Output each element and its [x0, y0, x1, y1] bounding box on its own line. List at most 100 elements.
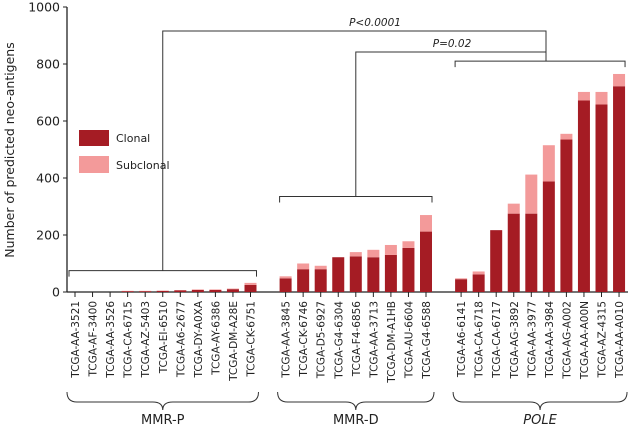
y-tick-label: 400 [36, 171, 60, 186]
bar-subclonal [209, 289, 222, 291]
p-value-mmrp-vs-pole: P<0.0001 [349, 17, 401, 29]
x-tick-label: TCGA-AF-3400 [88, 301, 100, 378]
bar-clonal [490, 230, 503, 292]
bar-clonal [542, 181, 555, 292]
x-tick-labels: TCGA-AA-3521 TCGA-AF-3400 TCGA-AA-3526 TCGA… [70, 300, 626, 384]
p-value-mmrd-vs-pole: P=0.02 [433, 38, 472, 50]
x-tick-label: TCGA-AU-6604 [403, 301, 415, 379]
x-tick-label: TCGA-AA-3977 [526, 301, 538, 379]
bar-clonal [174, 290, 187, 292]
y-tick-label: 600 [36, 114, 60, 129]
bar-subclonal [525, 174, 538, 214]
bar-clonal [455, 279, 468, 292]
legend-swatch-subclonal [79, 156, 109, 173]
x-tick-label: TCGA-G4-6304 [333, 301, 345, 380]
x-tick-label: TCGA-AA-3521 [70, 301, 82, 379]
bar-subclonal [507, 203, 520, 214]
y-axis-label: Number of predicted neo-antigens [2, 42, 17, 258]
bar-clonal [191, 290, 204, 292]
legend: Clonal Subclonal [79, 130, 170, 173]
bar-clonal [139, 291, 152, 292]
bar-clonal [209, 290, 222, 292]
group-brace [66, 391, 259, 411]
bar-subclonal [420, 215, 432, 232]
x-tick-label: TCGA-AZ-4315 [597, 301, 609, 378]
bar-subclonal [595, 91, 608, 105]
group-label: MMR-P [141, 413, 185, 426]
x-tick-label: TCGA-A6-6141 [456, 301, 468, 378]
bar-clonal [297, 269, 310, 292]
bar-subclonal [191, 289, 204, 291]
bar-subclonal [384, 244, 397, 255]
group-label: MMR-D [333, 413, 379, 426]
bar-subclonal [613, 73, 626, 87]
bar-subclonal [472, 271, 485, 275]
x-tick-label: TCGA-AA-A00N [579, 301, 591, 380]
bar-subclonal [314, 265, 327, 270]
bar-subclonal [297, 263, 310, 270]
bar-subclonal [455, 278, 468, 280]
y-tick-label: 800 [36, 57, 60, 72]
y-axis: 0 200 400 600 800 1000 [28, 0, 628, 300]
y-tick-label: 0 [52, 285, 60, 300]
bar-clonal [613, 86, 626, 292]
bar-clonal [314, 269, 327, 292]
x-tick-label: TCGA-AA-3713 [368, 301, 380, 379]
x-tick-label: TCGA-AA-3845 [281, 301, 293, 379]
bracket-mmrp-vs-pole [162, 30, 547, 271]
bar-clonal [384, 254, 397, 292]
x-tick-label: TCGA-CA-6715 [123, 301, 135, 379]
x-tick-label: TCGA-AA-3984 [544, 301, 556, 379]
bar-clonal [244, 284, 257, 292]
group-labels: MMR-P MMR-D POLE [66, 391, 628, 426]
significance-brackets [68, 30, 626, 277]
group-brace [452, 391, 628, 411]
bracket-mmrd-vs-pole [355, 51, 546, 197]
bar-clonal [507, 213, 520, 292]
x-tick-label: TCGA-AG-A002 [561, 301, 573, 380]
x-tick-label: TCGA-AA-A010 [614, 301, 626, 379]
group-bracket [68, 270, 257, 277]
bar-subclonal [367, 249, 380, 258]
bar-clonal [402, 247, 415, 292]
bar-subclonal [226, 288, 239, 290]
bars [74, 73, 626, 297]
x-tick-label: TCGA-CA-6718 [474, 301, 486, 379]
group-bracket [454, 60, 626, 68]
x-tick-label: TCGA-CA-6717 [491, 301, 503, 379]
bar-clonal [121, 291, 134, 292]
x-tick-label: TCGA-DY-A0XA [193, 300, 205, 378]
bar-clonal [349, 256, 362, 292]
bar-clonal [525, 213, 538, 292]
bar-clonal [156, 290, 169, 292]
bar-clonal [472, 274, 485, 292]
bar-clonal [560, 139, 573, 292]
bar-subclonal [349, 252, 362, 257]
x-tick-label: TCGA-A6-2677 [175, 301, 187, 378]
legend-swatch-clonal [79, 130, 109, 146]
x-tick-label: TCGA-AY-6386 [210, 301, 222, 376]
x-tick-label: TCGA-AZ-5403 [140, 301, 152, 378]
group-bracket [279, 196, 433, 203]
x-tick-label: TCGA-D5-6927 [316, 301, 328, 379]
x-tick-label: TCGA-AG-3892 [509, 301, 521, 379]
x-tick-label: TCGA-CK-6751 [246, 301, 258, 378]
x-tick-label: TCGA-CK-6746 [298, 301, 310, 378]
x-tick-label: TCGA-G4-6588 [421, 301, 433, 380]
y-tick-label: 200 [36, 228, 60, 243]
x-tick-label: TCGA-F4-6856 [351, 301, 363, 378]
bar-clonal [279, 278, 292, 292]
bar-subclonal [560, 133, 573, 140]
bar-subclonal [279, 276, 292, 279]
group-brace [277, 391, 435, 411]
bar-subclonal [402, 241, 415, 248]
x-tick-label: TCGA-EI-6510 [158, 301, 170, 374]
bar-clonal [367, 257, 380, 292]
legend-label-clonal: Clonal [116, 132, 150, 145]
group-label: POLE [523, 413, 557, 426]
legend-label-subclonal: Subclonal [116, 159, 170, 172]
x-tick-label: TCGA-DM-A28E [228, 301, 240, 382]
bar-clonal [420, 231, 432, 292]
x-tick-label: TCGA-AA-3526 [105, 301, 117, 379]
